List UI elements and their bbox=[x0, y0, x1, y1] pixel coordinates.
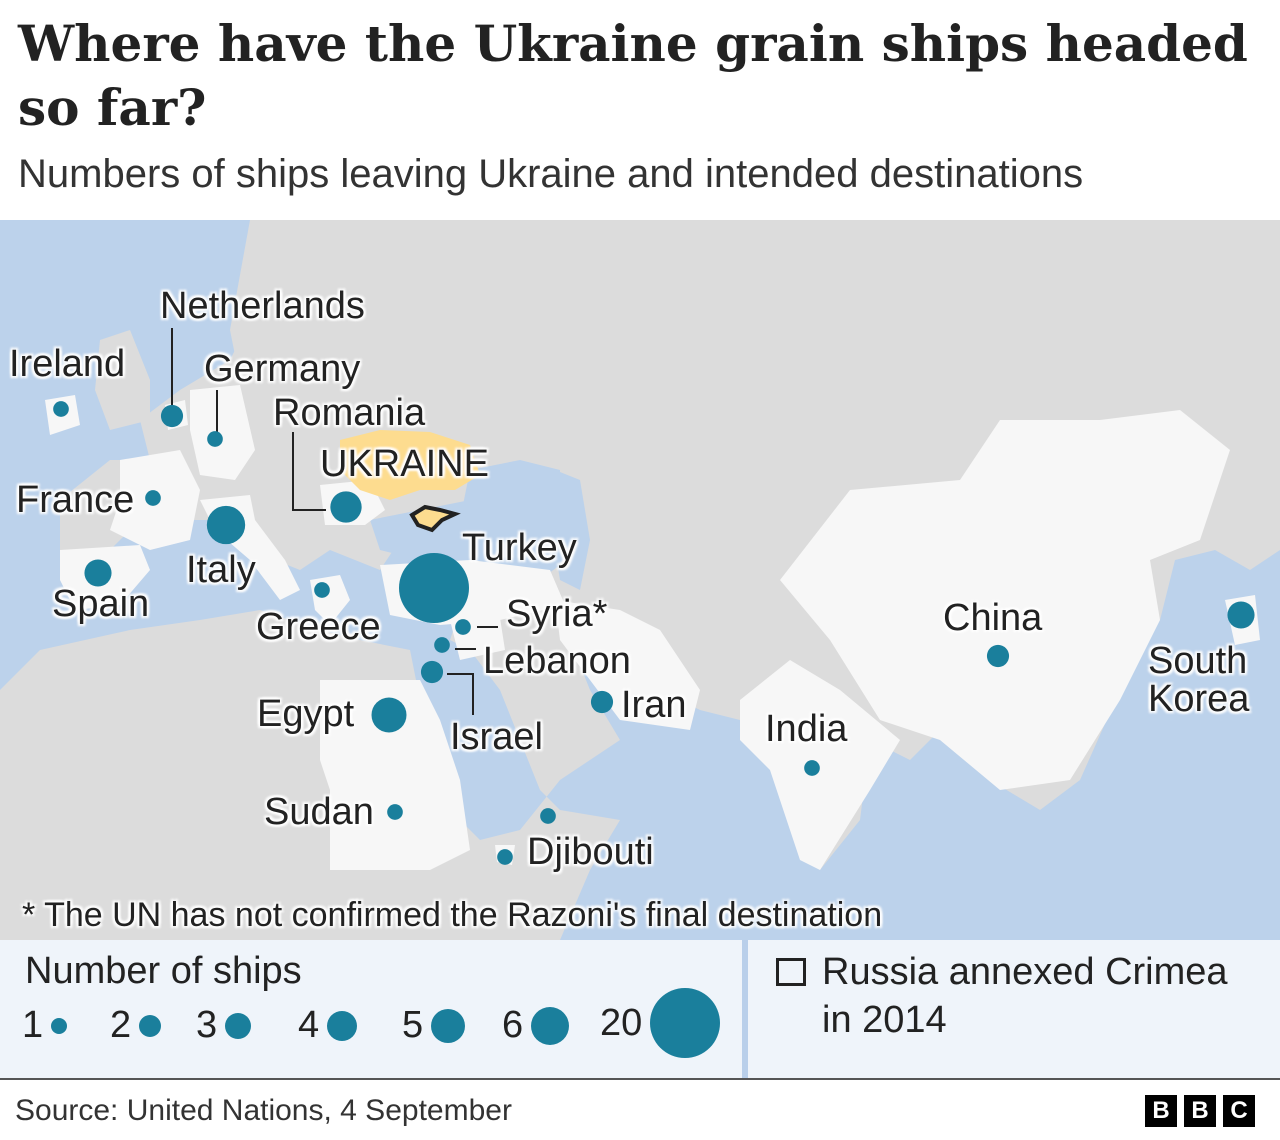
crimea-legend-text: Russia annexed Crimea in 2014 bbox=[822, 951, 1228, 1041]
label-south-korea: South Korea bbox=[1148, 640, 1250, 720]
legend-item: 4 bbox=[298, 1004, 358, 1047]
world-map bbox=[0, 220, 1280, 940]
legend-bubble bbox=[327, 1010, 358, 1041]
bubble-italy bbox=[206, 505, 246, 545]
bubble-spain bbox=[84, 559, 112, 587]
label-india: India bbox=[765, 708, 848, 750]
legend-bubble bbox=[531, 1006, 570, 1045]
bubble-syria- bbox=[455, 619, 471, 635]
bubble-india bbox=[804, 760, 820, 776]
legend-bubble bbox=[51, 1017, 68, 1034]
bubble-egypt bbox=[371, 697, 407, 733]
label-iran: Iran bbox=[621, 684, 687, 726]
bubble-turkey bbox=[399, 553, 469, 623]
legend-divider bbox=[742, 940, 748, 1078]
footer-divider bbox=[0, 1078, 1280, 1080]
label-sudan: Sudan bbox=[264, 791, 374, 833]
footnote: * The UN has not confirmed the Razoni's … bbox=[22, 896, 883, 934]
bubble-china bbox=[986, 644, 1010, 668]
label-syria: Syria* bbox=[506, 593, 608, 635]
label-china: China bbox=[943, 597, 1043, 639]
bubble-south-korea bbox=[1227, 601, 1255, 629]
label-israel: Israel bbox=[450, 716, 543, 758]
logo-letter: C bbox=[1223, 1095, 1255, 1127]
legend-label: 2 bbox=[110, 1004, 132, 1046]
country-india bbox=[740, 660, 900, 870]
legend-bubble bbox=[225, 1012, 252, 1039]
land-scandinavia bbox=[230, 220, 330, 410]
bubble-netherlands bbox=[160, 404, 184, 428]
chart-title: Where have the Ukraine grain ships heade… bbox=[18, 14, 1248, 137]
label-netherlands: Netherlands bbox=[160, 285, 365, 327]
label-lebanon: Lebanon bbox=[483, 640, 631, 682]
country-iran bbox=[555, 600, 700, 730]
bubble-layer bbox=[53, 401, 1255, 865]
label-egypt: Egypt bbox=[257, 693, 355, 735]
bubble-lebanon bbox=[434, 637, 450, 653]
legend-item: 2 bbox=[110, 1004, 162, 1047]
label-france: France bbox=[16, 479, 135, 521]
bubble-ireland bbox=[53, 401, 69, 417]
bubble-iran bbox=[590, 690, 614, 714]
legend-bubble bbox=[431, 1008, 466, 1043]
bubble-france bbox=[145, 490, 161, 506]
label-djibouti: Djibouti bbox=[527, 831, 654, 873]
country-china bbox=[780, 410, 1230, 790]
legend-bubble bbox=[650, 988, 721, 1058]
bubble-sudan bbox=[387, 804, 403, 820]
logo-letter: B bbox=[1145, 1095, 1177, 1127]
bbc-logo: B B C bbox=[1145, 1095, 1255, 1127]
country-germany bbox=[190, 385, 255, 480]
legend-item: 20 bbox=[600, 988, 721, 1058]
label-romania: Romania bbox=[273, 392, 426, 434]
label-germany: Germany bbox=[204, 348, 361, 390]
label-spain: Spain bbox=[52, 583, 150, 625]
logo-letter: B bbox=[1184, 1095, 1216, 1127]
legend-item: 3 bbox=[196, 1004, 252, 1047]
legend-item: 6 bbox=[502, 1004, 570, 1047]
legend-label: 5 bbox=[402, 1004, 424, 1046]
country-ukraine bbox=[340, 430, 480, 500]
bubble-germany bbox=[207, 431, 223, 447]
crimea-outline bbox=[409, 504, 461, 533]
crimea-legend: Russia annexed Crimea in 2014 bbox=[748, 940, 1280, 1078]
land-uk bbox=[95, 330, 150, 430]
label-turkey: Turkey bbox=[462, 527, 577, 569]
bubble-romania bbox=[330, 491, 362, 523]
bubble-greece bbox=[314, 582, 330, 598]
country-egypt-sudan bbox=[320, 680, 470, 870]
label-ireland: Ireland bbox=[9, 343, 126, 385]
legend-label: 4 bbox=[298, 1004, 320, 1046]
source-text: Source: United Nations, 4 September bbox=[15, 1094, 512, 1127]
size-legend: Number of ships 1 2 3 4 5 6 20 bbox=[0, 940, 742, 1078]
crimea-outline-swatch bbox=[776, 958, 806, 986]
legend-label: 20 bbox=[600, 1001, 643, 1044]
label-ukraine: UKRAINE bbox=[320, 443, 489, 485]
legend-title: Number of ships bbox=[25, 950, 302, 992]
bubble-unlabeled bbox=[540, 808, 556, 824]
leader-lines bbox=[171, 328, 498, 715]
label-greece: Greece bbox=[256, 606, 381, 648]
caspian-sea bbox=[550, 470, 590, 590]
label-italy: Italy bbox=[186, 549, 256, 591]
bubble-israel bbox=[420, 660, 444, 684]
legend-label: 6 bbox=[502, 1004, 524, 1046]
bubble-djibouti bbox=[497, 849, 513, 865]
legend-item: 5 bbox=[402, 1004, 466, 1047]
legend-label: 1 bbox=[22, 1004, 44, 1046]
legend-bubble bbox=[139, 1014, 162, 1037]
legend-label: 3 bbox=[196, 1004, 218, 1046]
chart-subtitle: Numbers of ships leaving Ukraine and int… bbox=[18, 152, 1084, 196]
legend-item: 1 bbox=[22, 1004, 68, 1047]
